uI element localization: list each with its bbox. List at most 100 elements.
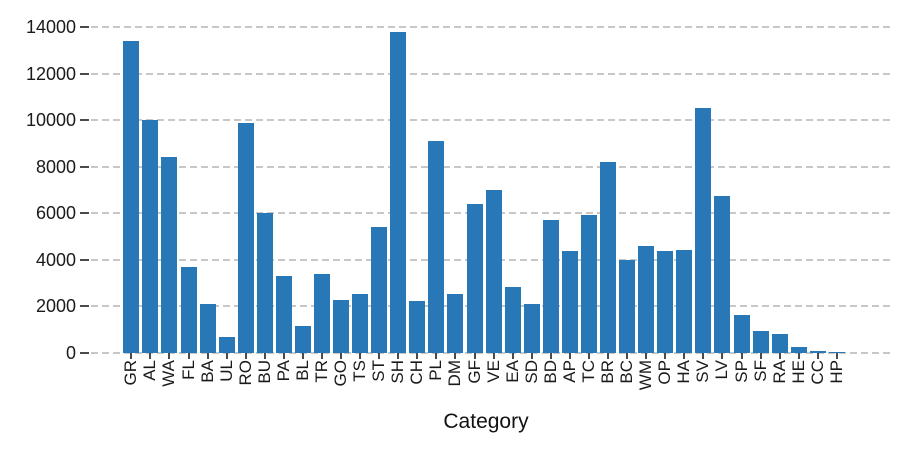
x-tick-mark <box>244 352 247 359</box>
bar-AP <box>561 250 578 353</box>
x-tick-label-WM: WM <box>636 360 656 391</box>
bar-RO <box>237 122 254 353</box>
x-tick-mark <box>473 352 476 359</box>
x-tick-mark <box>168 352 171 359</box>
y-tick-label: 0 <box>65 342 76 363</box>
x-tick-mark <box>378 352 381 359</box>
gridline-y-8000 <box>91 165 890 168</box>
x-tick-label-BD: BD <box>540 360 560 384</box>
x-tick-label-WA: WA <box>159 360 179 387</box>
x-tick-mark <box>702 352 705 359</box>
y-tick-label: 14000 <box>25 17 76 37</box>
bar-LV <box>714 195 731 353</box>
y-tick-label: 4000 <box>35 249 76 270</box>
x-tick-mark <box>740 352 743 359</box>
bar-SF <box>752 330 769 353</box>
x-tick-mark <box>454 352 457 359</box>
x-tick-label-FL: FL <box>178 360 198 380</box>
y-tick-label: 10000 <box>25 110 76 130</box>
bar-BU <box>256 212 273 353</box>
x-tick-mark <box>130 352 133 359</box>
x-tick-label-BL: BL <box>292 360 312 381</box>
y-tick-mark <box>80 305 89 307</box>
x-tick-label-GF: GF <box>464 360 484 384</box>
bar-SH <box>390 31 407 353</box>
y-tick-mark <box>80 212 89 214</box>
x-tick-label-SH: SH <box>388 360 408 384</box>
bar-ST <box>371 226 388 353</box>
y-tick-label: 12000 <box>25 63 76 84</box>
x-tick-mark <box>511 352 514 359</box>
bar-GR <box>123 40 140 353</box>
gridline-y-12000 <box>91 72 890 75</box>
bar-TC <box>580 214 597 353</box>
x-tick-label-BR: BR <box>598 360 618 384</box>
gridline-y-14000 <box>91 26 890 28</box>
x-tick-label-SD: SD <box>521 360 541 384</box>
x-tick-label-RA: RA <box>769 360 789 384</box>
bar-FL <box>180 266 197 353</box>
x-tick-label-PL: PL <box>426 360 446 381</box>
bar-SV <box>695 107 712 353</box>
x-tick-label-SP: SP <box>731 360 751 383</box>
bar-BC <box>619 259 636 353</box>
bar-HA <box>676 249 693 353</box>
bar-EA <box>504 286 521 353</box>
x-tick-label-VE: VE <box>483 360 503 383</box>
bar-CC <box>809 350 826 353</box>
x-tick-label-EA: EA <box>502 360 522 383</box>
x-tick-label-OP: OP <box>655 360 675 385</box>
bar-PL <box>428 140 445 353</box>
x-tick-label-BC: BC <box>617 360 637 384</box>
x-tick-mark <box>568 352 571 359</box>
x-tick-mark <box>187 352 190 359</box>
x-tick-label-BA: BA <box>197 360 217 383</box>
x-tick-label-TR: TR <box>312 360 331 383</box>
x-tick-mark <box>835 352 838 359</box>
bar-AL <box>142 119 159 353</box>
x-tick-mark <box>530 352 533 359</box>
x-tick-mark <box>301 352 304 359</box>
bar-TR <box>314 273 330 353</box>
x-tick-label-CH: CH <box>407 360 427 385</box>
x-tick-mark <box>607 352 610 359</box>
x-tick-label-LV: LV <box>712 360 732 380</box>
x-tick-label-AP: AP <box>559 360 579 383</box>
x-tick-mark <box>359 352 362 359</box>
x-tick-label-PA: PA <box>273 360 293 382</box>
bar-WA <box>161 156 178 353</box>
x-tick-mark <box>645 352 648 359</box>
bar-RA <box>771 333 788 353</box>
x-tick-mark <box>683 352 686 359</box>
bar-DM <box>447 293 464 353</box>
bar-BR <box>600 161 617 353</box>
x-tick-label-CC: CC <box>807 360 827 385</box>
y-tick-mark <box>80 351 89 354</box>
y-tick-mark <box>80 72 89 75</box>
x-tick-mark <box>816 352 819 359</box>
x-tick-label-BU: BU <box>254 360 274 384</box>
x-tick-label-TS: TS <box>350 360 370 382</box>
x-axis-title: Category <box>443 410 529 433</box>
x-tick-mark <box>797 352 800 359</box>
bar-HE <box>790 346 807 353</box>
x-tick-label-ST: ST <box>369 360 389 382</box>
bar-OP <box>657 250 674 353</box>
x-tick-label-RO: RO <box>235 360 255 386</box>
x-tick-label-HP: HP <box>826 360 846 384</box>
gridline-y-0 <box>91 351 890 354</box>
x-tick-mark <box>206 352 209 359</box>
x-tick-mark <box>587 352 590 359</box>
x-tick-label-SV: SV <box>693 360 713 383</box>
bar-BA <box>199 303 216 353</box>
bar-CH <box>409 300 426 353</box>
x-tick-label-HA: HA <box>674 360 694 384</box>
y-tick-label: 2000 <box>35 296 76 316</box>
bar-BL <box>294 325 311 353</box>
bar-TS <box>352 293 369 353</box>
y-tick-mark <box>80 258 89 261</box>
bar-GO <box>333 299 350 353</box>
x-tick-label-TC: TC <box>578 360 598 383</box>
x-tick-mark <box>664 352 667 359</box>
